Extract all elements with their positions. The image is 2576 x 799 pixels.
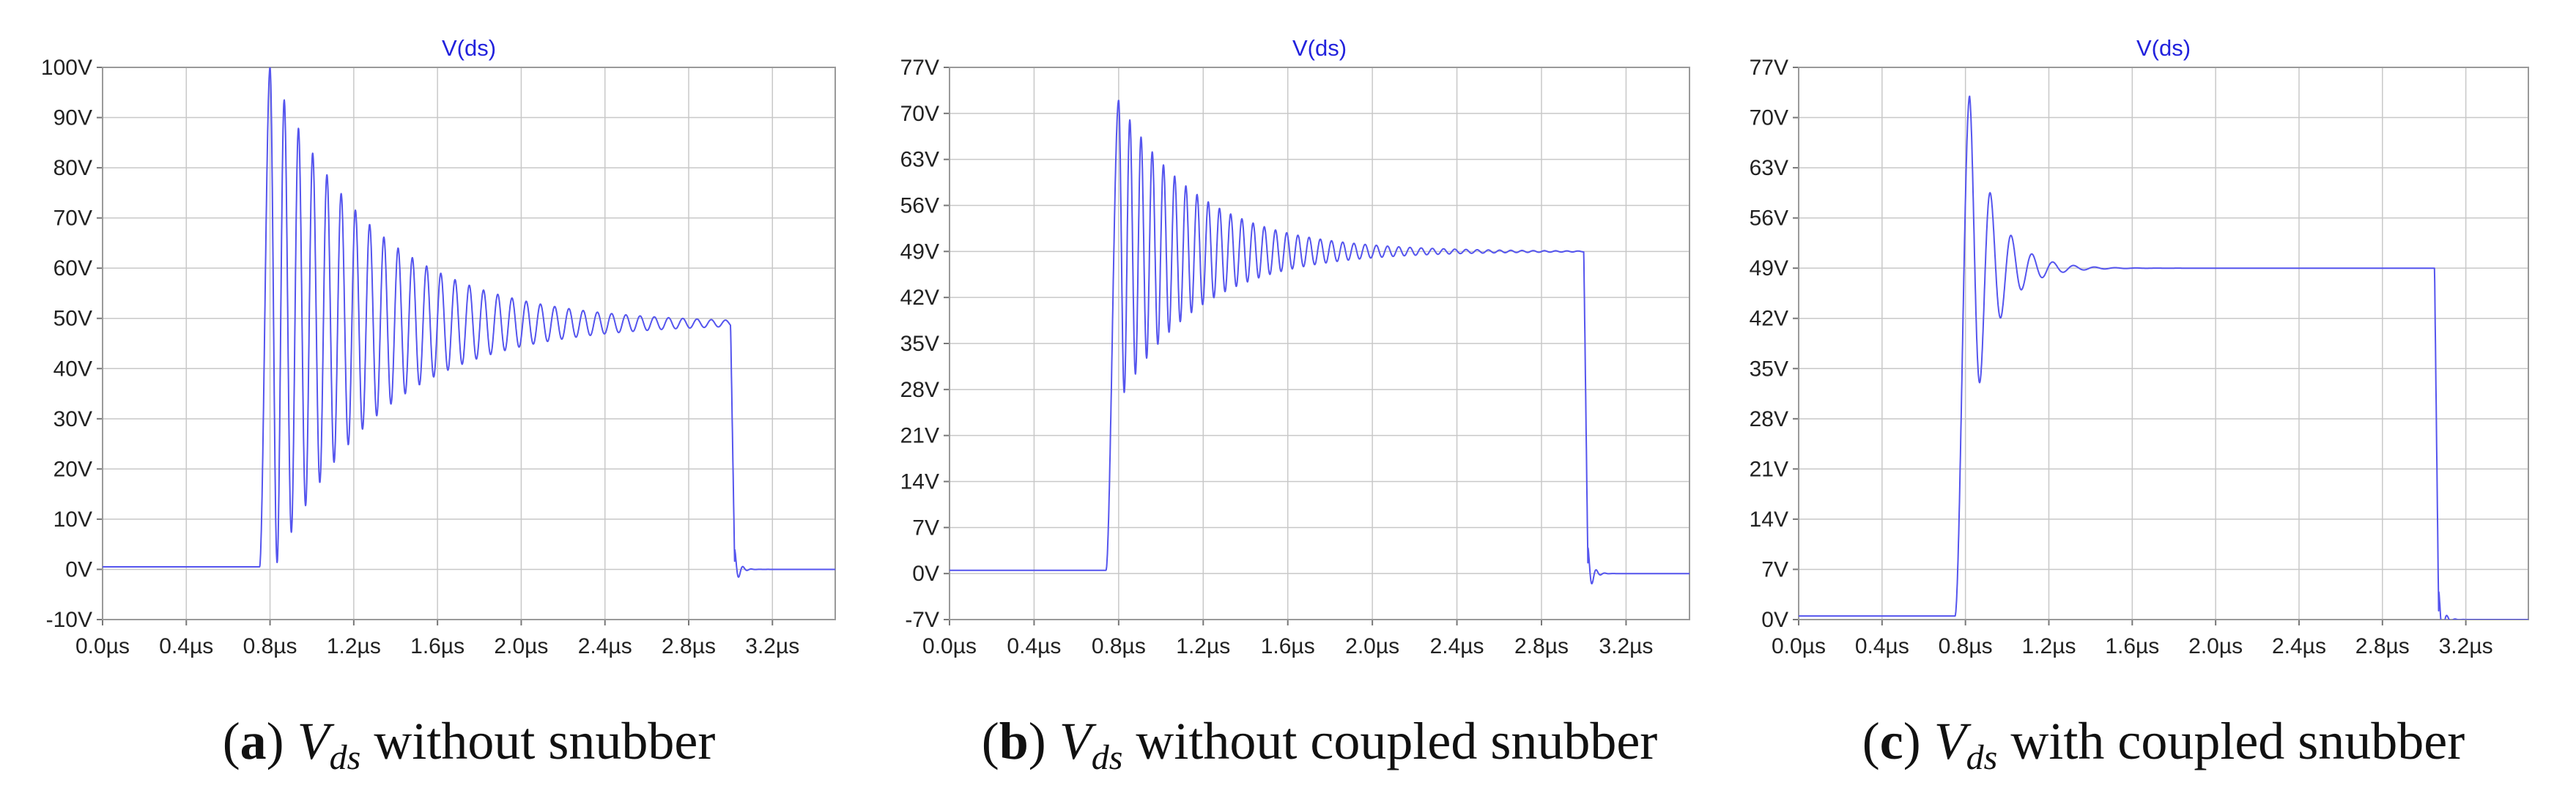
y-tick-label: 35V (900, 332, 939, 356)
caption-part: ds (330, 738, 361, 777)
x-tick-label: 1.2µs (327, 634, 381, 658)
series-line-vds (950, 100, 1689, 584)
y-tick-label: 100V (41, 56, 92, 80)
caption-part: ( (1862, 712, 1880, 770)
y-tick-label: 14V (900, 470, 939, 494)
x-tick-label: 0.4µs (159, 634, 213, 658)
y-tick-label: 20V (53, 457, 92, 481)
y-tick-label: 49V (900, 239, 939, 264)
y-tick-label: 30V (53, 407, 92, 431)
x-tick-label: 3.2µs (745, 634, 799, 658)
y-tick-label: 21V (1750, 457, 1788, 481)
x-tick-label: 3.2µs (2439, 634, 2493, 658)
y-tick-label: 42V (1750, 307, 1788, 331)
x-tick-label: 1.6µs (1261, 634, 1315, 658)
x-tick-label: 0.8µs (1092, 634, 1146, 658)
chart-title: V(ds) (442, 35, 496, 61)
plot-frame (102, 67, 836, 620)
caption-part: ds (1092, 738, 1123, 777)
caption-part: a (240, 712, 267, 770)
y-tick-label: 42V (900, 286, 939, 310)
x-tick-label: 2.4µs (2272, 634, 2326, 658)
chart-panel-c: 0V 7V 14V 21V 28V 35V 42V 49V 56V 63V 70V 77V 0.0µs 0… (1750, 35, 2529, 777)
y-tick-label: 70V (900, 102, 939, 126)
y-tick-label: 90V (53, 106, 92, 130)
y-tick-label: 7V (912, 516, 939, 540)
y-tick-label: 63V (1750, 156, 1788, 180)
caption-part: without coupled snubber (1122, 712, 1657, 770)
y-tick-label: 49V (1750, 256, 1788, 280)
y-tick-label: 56V (900, 194, 939, 218)
caption-part: ds (1966, 738, 1998, 777)
y-tick-label: 28V (1750, 407, 1788, 431)
y-tick-label: 80V (53, 156, 92, 180)
x-tick-label: 2.0µs (494, 634, 548, 658)
y-tick-label: 14V (1750, 508, 1788, 532)
y-tick-label: 77V (1750, 56, 1788, 80)
y-tick-label: 10V (53, 508, 92, 532)
chart-title: V(ds) (2136, 35, 2191, 61)
x-tick-label: 2.0µs (1345, 634, 1399, 658)
caption-part: V (1059, 712, 1097, 770)
caption-part: V (1934, 712, 1972, 770)
x-tick-label: 0.4µs (1855, 634, 1909, 658)
figure-caption: (b) Vds without coupled snubber (982, 712, 1658, 777)
y-tick-label: -10V (46, 608, 92, 632)
x-tick-label: 0.4µs (1007, 634, 1061, 658)
y-tick-label: 7V (1761, 557, 1788, 581)
x-tick-label: 0.0µs (1772, 634, 1826, 658)
x-tick-label: 2.8µs (662, 634, 716, 658)
x-tick-label: 2.0µs (2188, 634, 2243, 658)
caption-part: ) (1029, 712, 1059, 770)
y-tick-label: 70V (53, 207, 92, 231)
x-tick-label: 0.8µs (243, 634, 297, 658)
caption-part: V (297, 712, 335, 770)
chart-panel-a: -10V 0V 10V 20V 30V 40V 50V 60V 70V 80V 90V 100V 0.0… (41, 35, 836, 777)
y-tick-label: 21V (900, 424, 939, 448)
caption-part: without snubber (360, 712, 715, 770)
x-tick-label: 1.2µs (1176, 634, 1230, 658)
y-tick-label: 0V (1761, 608, 1788, 632)
plot-frame (949, 67, 1690, 620)
x-tick-label: 1.2µs (2021, 634, 2076, 658)
chart-title: V(ds) (1292, 35, 1347, 61)
x-tick-label: 0.8µs (1939, 634, 1993, 658)
y-tick-label: -7V (905, 608, 939, 632)
series-line-vds (1799, 95, 2528, 620)
caption-part: with coupled snubber (1997, 712, 2465, 770)
y-tick-label: 60V (53, 256, 92, 280)
x-tick-label: 3.2µs (1599, 634, 1653, 658)
x-tick-label: 0.0µs (75, 634, 130, 658)
x-tick-label: 1.6µs (410, 634, 465, 658)
caption-part: ) (267, 712, 297, 770)
plot-frame (1798, 67, 2529, 620)
chart-panel-b: -7V 0V 7V 14V 21V 28V 35V 42V 49V 56V 63V 70V 77V 0.0… (900, 35, 1690, 777)
y-tick-label: 56V (1750, 207, 1788, 231)
y-tick-label: 77V (900, 56, 939, 80)
y-tick-label: 70V (1750, 106, 1788, 130)
x-tick-label: 2.4µs (578, 634, 632, 658)
figure-caption: (a) Vds without snubber (223, 712, 716, 777)
y-tick-label: 50V (53, 307, 92, 331)
caption-part: b (999, 712, 1029, 770)
figure-caption: (c) Vds with coupled snubber (1862, 712, 2465, 777)
x-tick-label: 2.4µs (1430, 634, 1484, 658)
x-tick-label: 0.0µs (922, 634, 977, 658)
caption-part: ( (223, 712, 240, 770)
caption-part: ) (1903, 712, 1934, 770)
caption-part: ( (982, 712, 999, 770)
series-line-vds (103, 67, 835, 579)
y-tick-label: 0V (912, 562, 939, 586)
y-tick-label: 28V (900, 378, 939, 402)
caption-part: c (1880, 712, 1903, 770)
y-tick-label: 0V (65, 557, 92, 581)
y-tick-label: 63V (900, 148, 939, 172)
x-tick-label: 1.6µs (2105, 634, 2159, 658)
x-tick-label: 2.8µs (2355, 634, 2410, 658)
x-tick-label: 2.8µs (1514, 634, 1569, 658)
y-tick-label: 35V (1750, 357, 1788, 381)
y-tick-label: 40V (53, 357, 92, 381)
